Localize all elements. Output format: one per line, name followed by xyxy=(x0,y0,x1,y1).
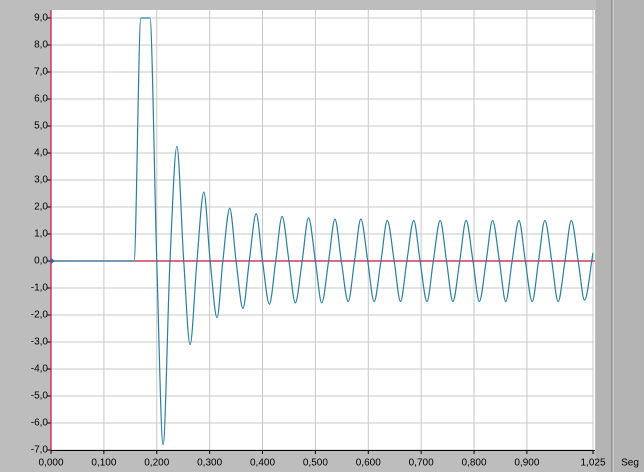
y-tick-label: 4,0 xyxy=(34,148,48,159)
side-panel xyxy=(596,0,644,472)
x-tick-label: 0,200 xyxy=(144,458,169,469)
x-tick-label: 0,100 xyxy=(91,458,116,469)
y-tick-label: -5,0 xyxy=(31,391,49,402)
y-tick-label: 2,0 xyxy=(34,202,48,213)
y-tick-label: -4,0 xyxy=(31,364,49,375)
y-tick-label: 9,0 xyxy=(34,13,48,24)
plot-area xyxy=(51,10,595,451)
y-tick-label: 5,0 xyxy=(34,121,48,132)
y-tick-label: -3,0 xyxy=(31,337,49,348)
y-tick-label: 0,0 xyxy=(34,256,48,267)
y-tick-label: -2,0 xyxy=(31,310,49,321)
y-tick-label: 1,0 xyxy=(34,229,48,240)
x-tick-label: 0,500 xyxy=(303,458,328,469)
y-tick-label: -7,0 xyxy=(31,445,49,456)
x-tick-label: 0,000 xyxy=(38,458,63,469)
y-tick-label: -1,0 xyxy=(31,283,49,294)
x-tick-label: 0,900 xyxy=(514,458,539,469)
x-tick-label: 0,400 xyxy=(250,458,275,469)
y-tick-label: 8,0 xyxy=(34,40,48,51)
y-tick-label: 3,0 xyxy=(34,175,48,186)
x-tick-label: 1,025 xyxy=(580,458,605,469)
y-tick-label: 7,0 xyxy=(34,67,48,78)
x-tick-label: 0,300 xyxy=(197,458,222,469)
x-axis-label: Seg xyxy=(621,458,639,469)
y-tick-label: 6,0 xyxy=(34,94,48,105)
signal-line xyxy=(51,17,594,446)
x-tick-label: 0,600 xyxy=(356,458,381,469)
x-tick-label: 0,700 xyxy=(409,458,434,469)
y-tick-label: -6,0 xyxy=(31,418,49,429)
x-tick-label: 0,800 xyxy=(462,458,487,469)
